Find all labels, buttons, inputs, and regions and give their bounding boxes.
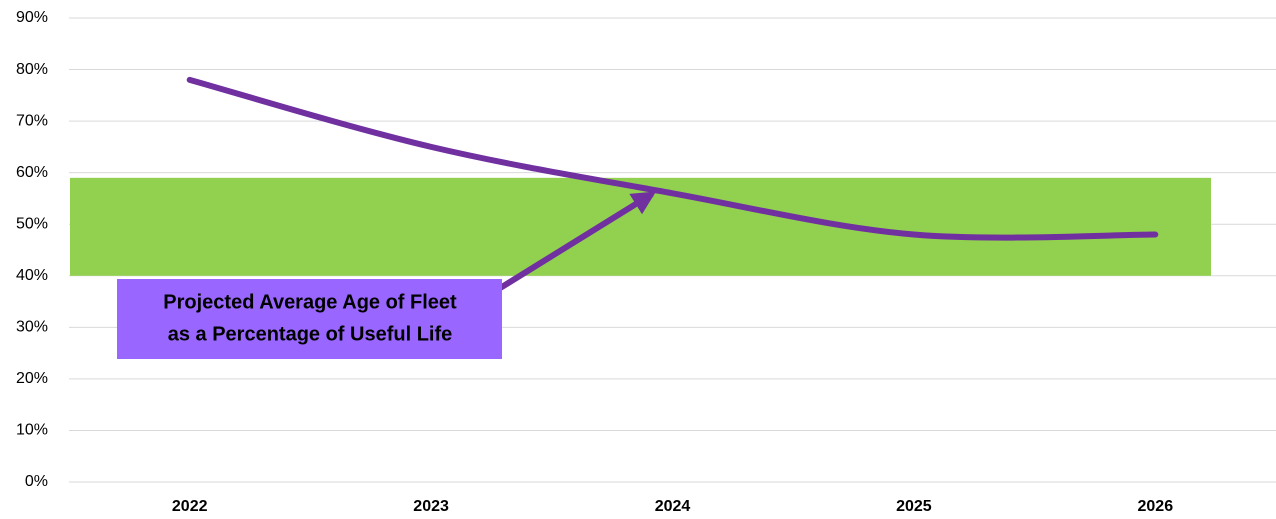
y-tick-label: 70% <box>16 112 48 129</box>
x-tick-label: 2025 <box>896 498 932 515</box>
y-tick-label: 60% <box>16 164 48 181</box>
annotation-arrow <box>495 191 657 293</box>
x-tick-label: 2026 <box>1138 498 1174 515</box>
y-tick-label: 30% <box>16 319 48 336</box>
series-line <box>186 76 1159 241</box>
annotation-box <box>117 279 502 359</box>
x-tick-label: 2024 <box>655 498 691 515</box>
y-tick-label: 90% <box>16 9 48 26</box>
target-band <box>70 177 1211 276</box>
y-tick-label: 0% <box>25 473 48 490</box>
y-tick-label: 80% <box>16 61 48 78</box>
y-tick-label: 10% <box>16 422 48 439</box>
x-tick-label: 2023 <box>413 498 449 515</box>
y-tick-label: 50% <box>16 215 48 232</box>
y-tick-label: 20% <box>16 370 48 387</box>
annotation-text: as a Percentage of Useful Life <box>168 323 453 345</box>
x-tick-label: 2022 <box>172 498 208 515</box>
annotation-text: Projected Average Age of Fleet <box>163 291 457 313</box>
y-tick-label: 40% <box>16 267 48 284</box>
